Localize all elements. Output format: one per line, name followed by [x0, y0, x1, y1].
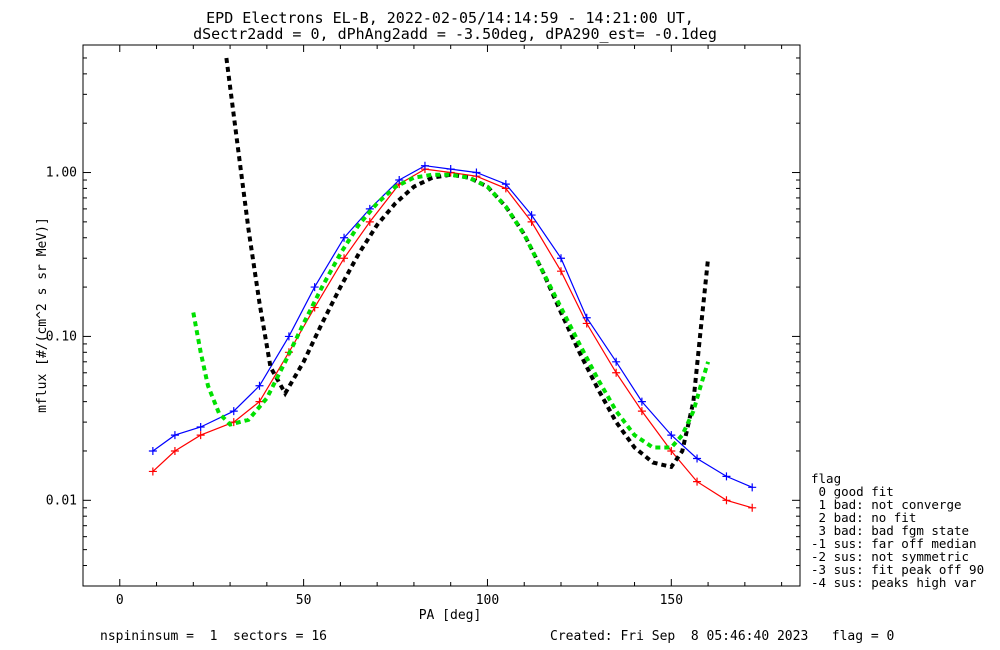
legend-entry-fit-peak-off-90: -3 sus: fit peak off 90	[811, 562, 984, 577]
series-0-point	[148, 467, 157, 476]
series-1-point	[693, 454, 702, 463]
legend-title: flag	[811, 471, 841, 486]
plot-frame	[82, 44, 801, 587]
flag-legend: flag 0 good fit 1 bad: not converge 2 ba…	[811, 471, 984, 590]
series-1-point	[310, 283, 319, 292]
series-0-point	[196, 431, 205, 440]
series-3	[191, 172, 711, 450]
series-1-point	[748, 483, 757, 492]
series-3-line	[191, 172, 711, 450]
series-0-point	[255, 397, 264, 406]
series-1-point	[395, 176, 404, 185]
x-tick-label: 150	[660, 593, 683, 608]
series-1-point	[501, 180, 510, 189]
series-0-point	[667, 446, 676, 455]
y-tick-label: 0.10	[46, 329, 77, 344]
x-tick-label: 50	[296, 593, 312, 608]
legend-entry-no-fit: 2 bad: no fit	[811, 510, 916, 525]
series-1-point	[170, 431, 179, 440]
series-1-point	[148, 446, 157, 455]
series-1	[148, 161, 757, 492]
series-0-point	[722, 496, 731, 505]
series-1-point	[472, 168, 481, 177]
series-0	[148, 165, 757, 512]
series-2-line	[224, 57, 711, 470]
series-1-point	[527, 211, 536, 220]
series-1-point	[255, 381, 264, 390]
series-1-point	[722, 472, 731, 481]
series-1-point	[229, 407, 238, 416]
x-tick-label: 0	[116, 593, 124, 608]
chart-subtitle: dSectr2add = 0, dPhAng2add = -3.50deg, d…	[193, 25, 717, 43]
series-1-point	[420, 161, 429, 170]
series-1-point	[446, 165, 455, 174]
x-axis-label: PA [deg]	[419, 608, 482, 623]
legend-entry-not-symmetric: -2 sus: not symmetric	[811, 549, 969, 564]
legend-entry-not-converge: 1 bad: not converge	[811, 497, 962, 512]
legend-entry-far-off-median: -1 sus: far off median	[811, 536, 977, 551]
series-0-point	[637, 407, 646, 416]
legend-entry-good-fit: 0 good fit	[811, 484, 894, 499]
series-0-point	[527, 217, 536, 226]
series-0-line	[152, 168, 753, 509]
series-0-point	[340, 254, 349, 263]
series-2	[224, 57, 711, 470]
ticks-layer: 0 50 100 150 0.01 0.10 1.00	[46, 44, 800, 608]
footer-right: Created: Fri Sep 8 05:46:40 2023 flag = …	[550, 629, 894, 644]
series-1-point	[340, 233, 349, 242]
y-tick-label: 1.00	[46, 166, 77, 181]
series-1-point	[196, 423, 205, 432]
series-layer	[148, 57, 757, 512]
series-1-point	[612, 357, 621, 366]
series-0-point	[170, 446, 179, 455]
series-1-point	[557, 254, 565, 263]
footer-left: nspininsum = 1 sectors = 16	[100, 629, 327, 644]
legend-entry-peaks-high-var: -4 sus: peaks high var	[811, 575, 977, 590]
series-0-point	[365, 217, 374, 226]
x-tick-label: 100	[476, 593, 499, 608]
series-1-point	[637, 397, 646, 406]
series-1-point	[284, 332, 293, 341]
series-1-point	[582, 313, 591, 322]
chart-title: EPD Electrons EL-B, 2022-02-05/14:14:59 …	[206, 9, 694, 27]
series-0-point	[748, 503, 757, 512]
series-0-point	[557, 267, 565, 276]
y-tick-label: 0.01	[46, 493, 77, 508]
y-axis-label: mflux [#/(cm^2 s sr MeV)]	[35, 217, 50, 413]
series-0-point	[693, 477, 702, 486]
series-1-point	[667, 431, 676, 440]
legend-entry-bad-fgm-state: 3 bad: bad fgm state	[811, 523, 969, 538]
series-0-point	[612, 368, 621, 377]
